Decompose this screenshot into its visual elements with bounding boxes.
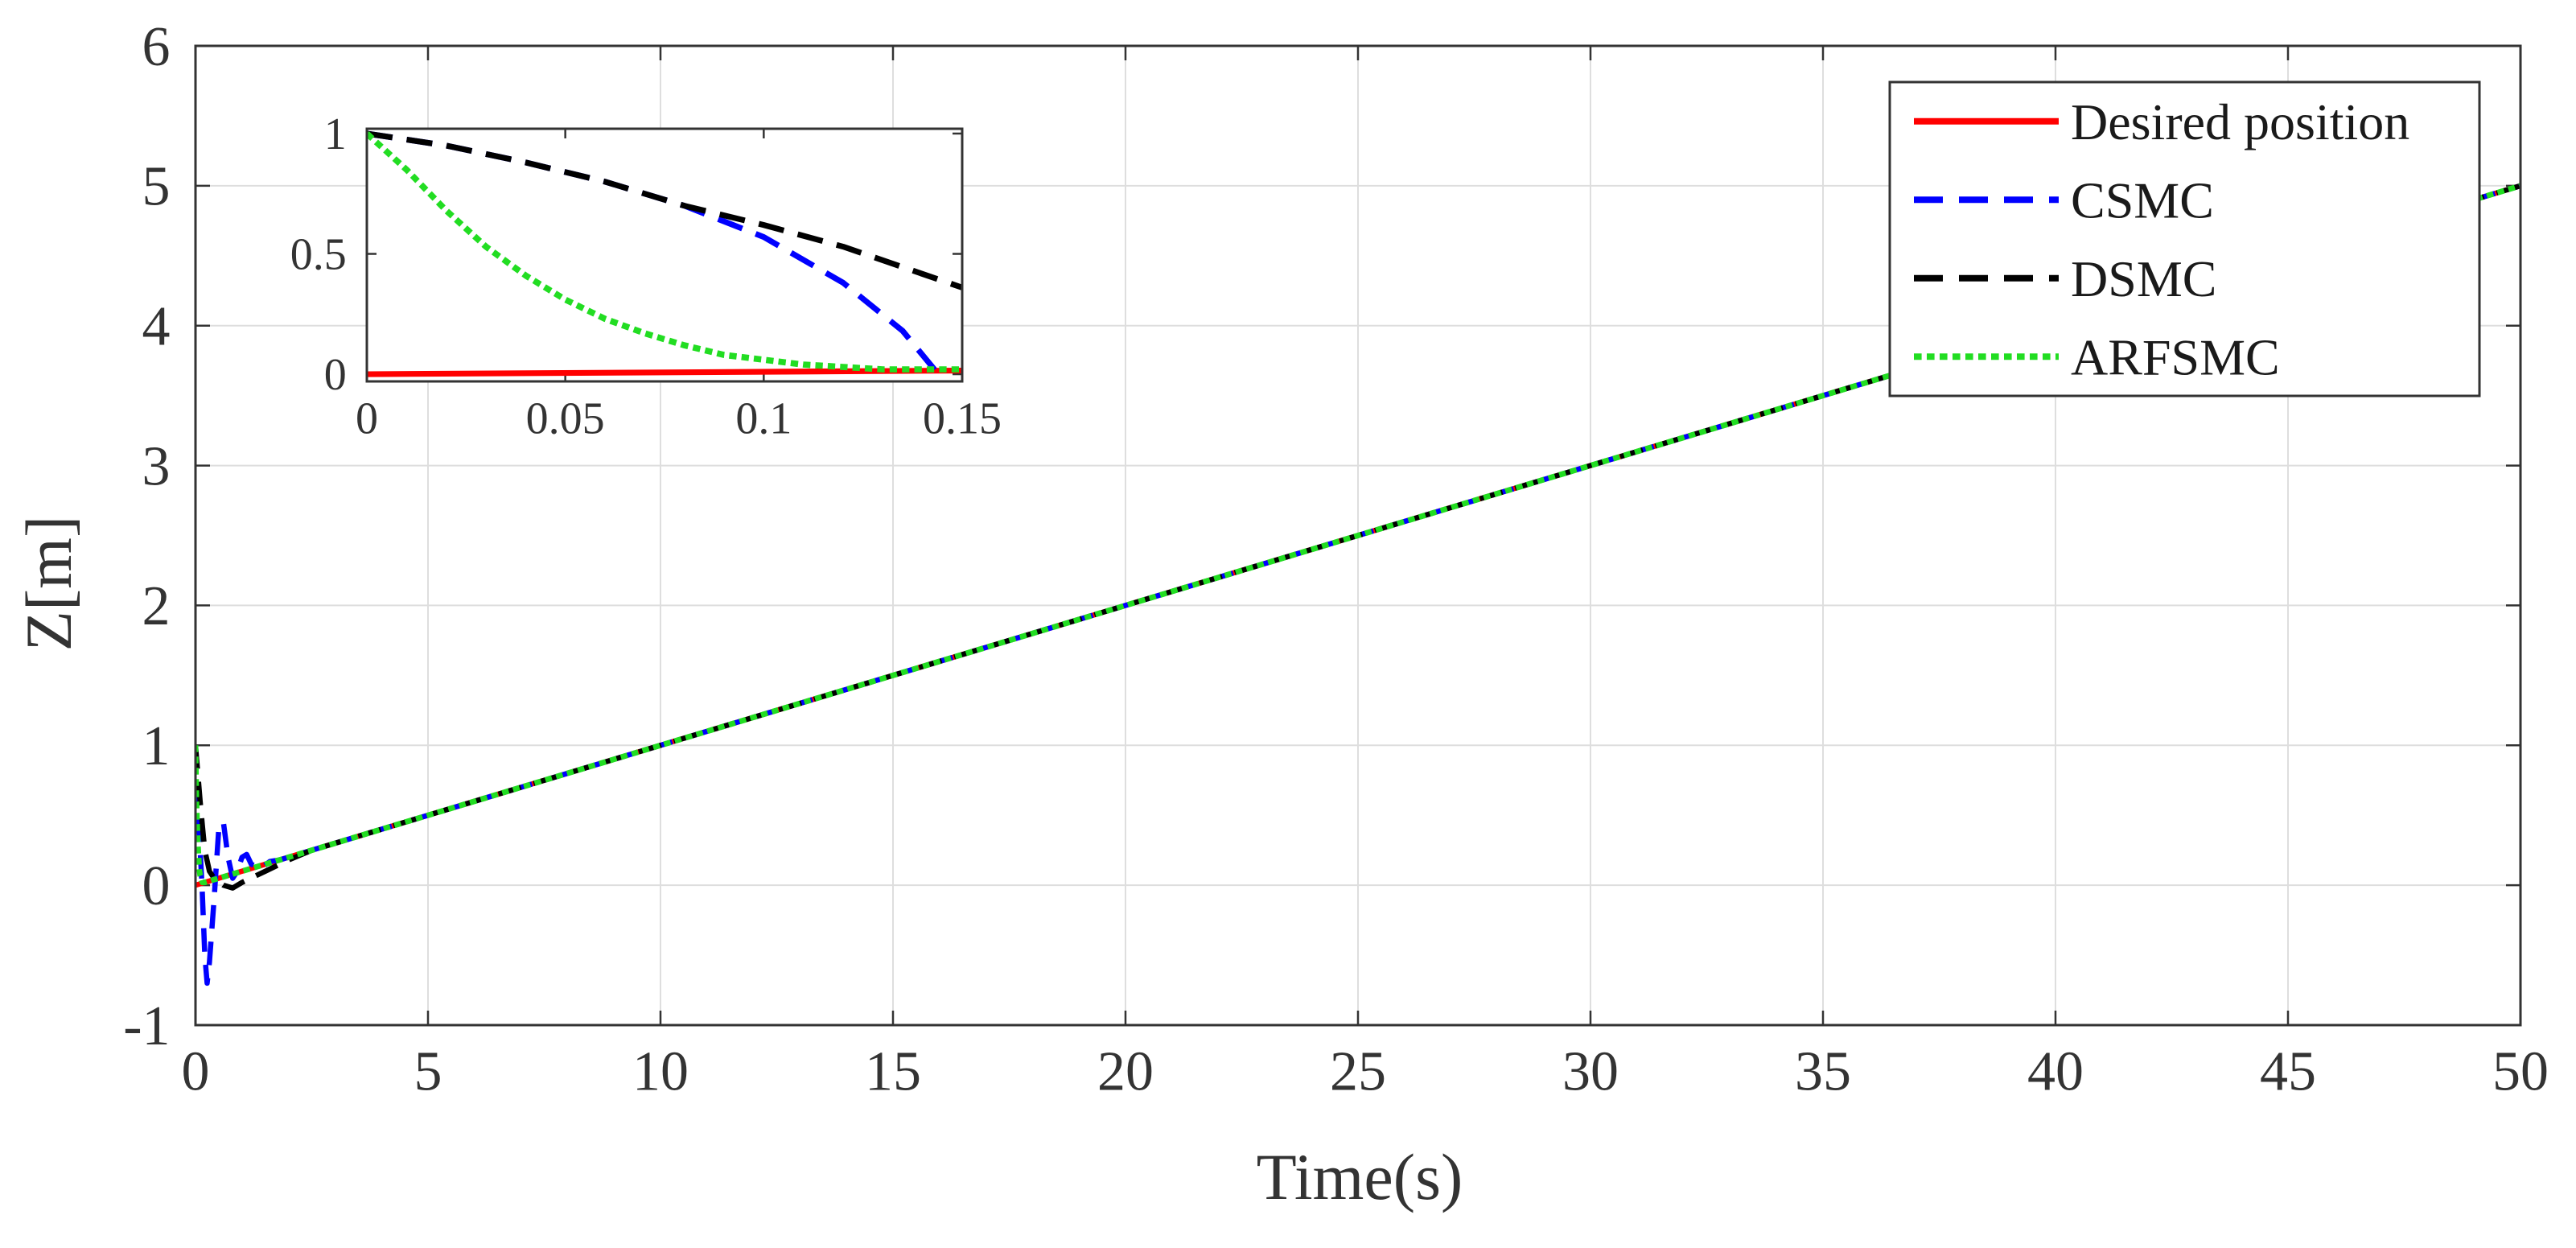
x-tick-label: 45 <box>2260 1041 2316 1103</box>
inset-axes-frame <box>365 127 964 383</box>
x-tick-label: 15 <box>865 1041 921 1103</box>
x-tick-label: 30 <box>1562 1041 1619 1103</box>
legend: Desired position CSMC DSMC ARFSMC <box>1888 80 2481 397</box>
series-line-arfsmc <box>195 183 2520 886</box>
x-axis-label: Time(s) <box>1257 1140 1463 1213</box>
x-tick-label: 20 <box>1097 1041 1154 1103</box>
x-tick-label: 10 <box>632 1041 689 1103</box>
x-tick-label: 0 <box>182 1041 210 1103</box>
inset-series-line-arfsmc <box>367 131 962 373</box>
series-line-csmc <box>195 183 2520 986</box>
y-tick-label: 3 <box>142 435 171 497</box>
y-axis-label: Z[m] <box>12 516 85 651</box>
y-tick-label: 1 <box>142 715 171 777</box>
inset-x-tick-label: 0.05 <box>526 393 605 443</box>
legend-label-arfsmc: ARFSMC <box>2071 328 2280 385</box>
x-tick-label: 35 <box>1795 1041 1851 1103</box>
legend-label-dsmc: DSMC <box>2071 250 2216 307</box>
x-tick-label: 40 <box>2027 1041 2084 1103</box>
inset-y-tick-label: 1 <box>324 109 347 159</box>
inset-plot-area <box>367 129 962 381</box>
y-tick-label: 4 <box>142 296 171 358</box>
legend-label-csmc: CSMC <box>2071 171 2214 229</box>
x-tick-label: 25 <box>1330 1041 1386 1103</box>
y-tick-label: -1 <box>123 995 170 1057</box>
inset-y-tick-label: 0 <box>324 350 347 400</box>
legend-label-desired-position: Desired position <box>2071 93 2409 150</box>
inset-x-tick-label: 0.1 <box>735 393 792 443</box>
inset-plot: 0 0.05 0.1 0.15 0 0.5 1 <box>290 109 1002 443</box>
axes-frame <box>194 44 2522 1027</box>
inset-x-tick-label: 0.15 <box>923 393 1002 443</box>
y-tick-label: 5 <box>142 156 171 218</box>
inset-y-tick-label: 0.5 <box>290 230 347 280</box>
y-tick-label: 6 <box>142 16 171 78</box>
y-tick-label: 2 <box>142 575 171 637</box>
inset-x-tick-label: 0 <box>356 393 378 443</box>
legend-box <box>1888 80 2481 397</box>
inset-series-line-desired-position <box>367 367 962 377</box>
x-tick-label: 50 <box>2492 1041 2549 1103</box>
y-tick-label: 0 <box>142 855 171 917</box>
inset-series-line-dsmc <box>367 130 962 290</box>
x-tick-label: 5 <box>414 1041 442 1103</box>
